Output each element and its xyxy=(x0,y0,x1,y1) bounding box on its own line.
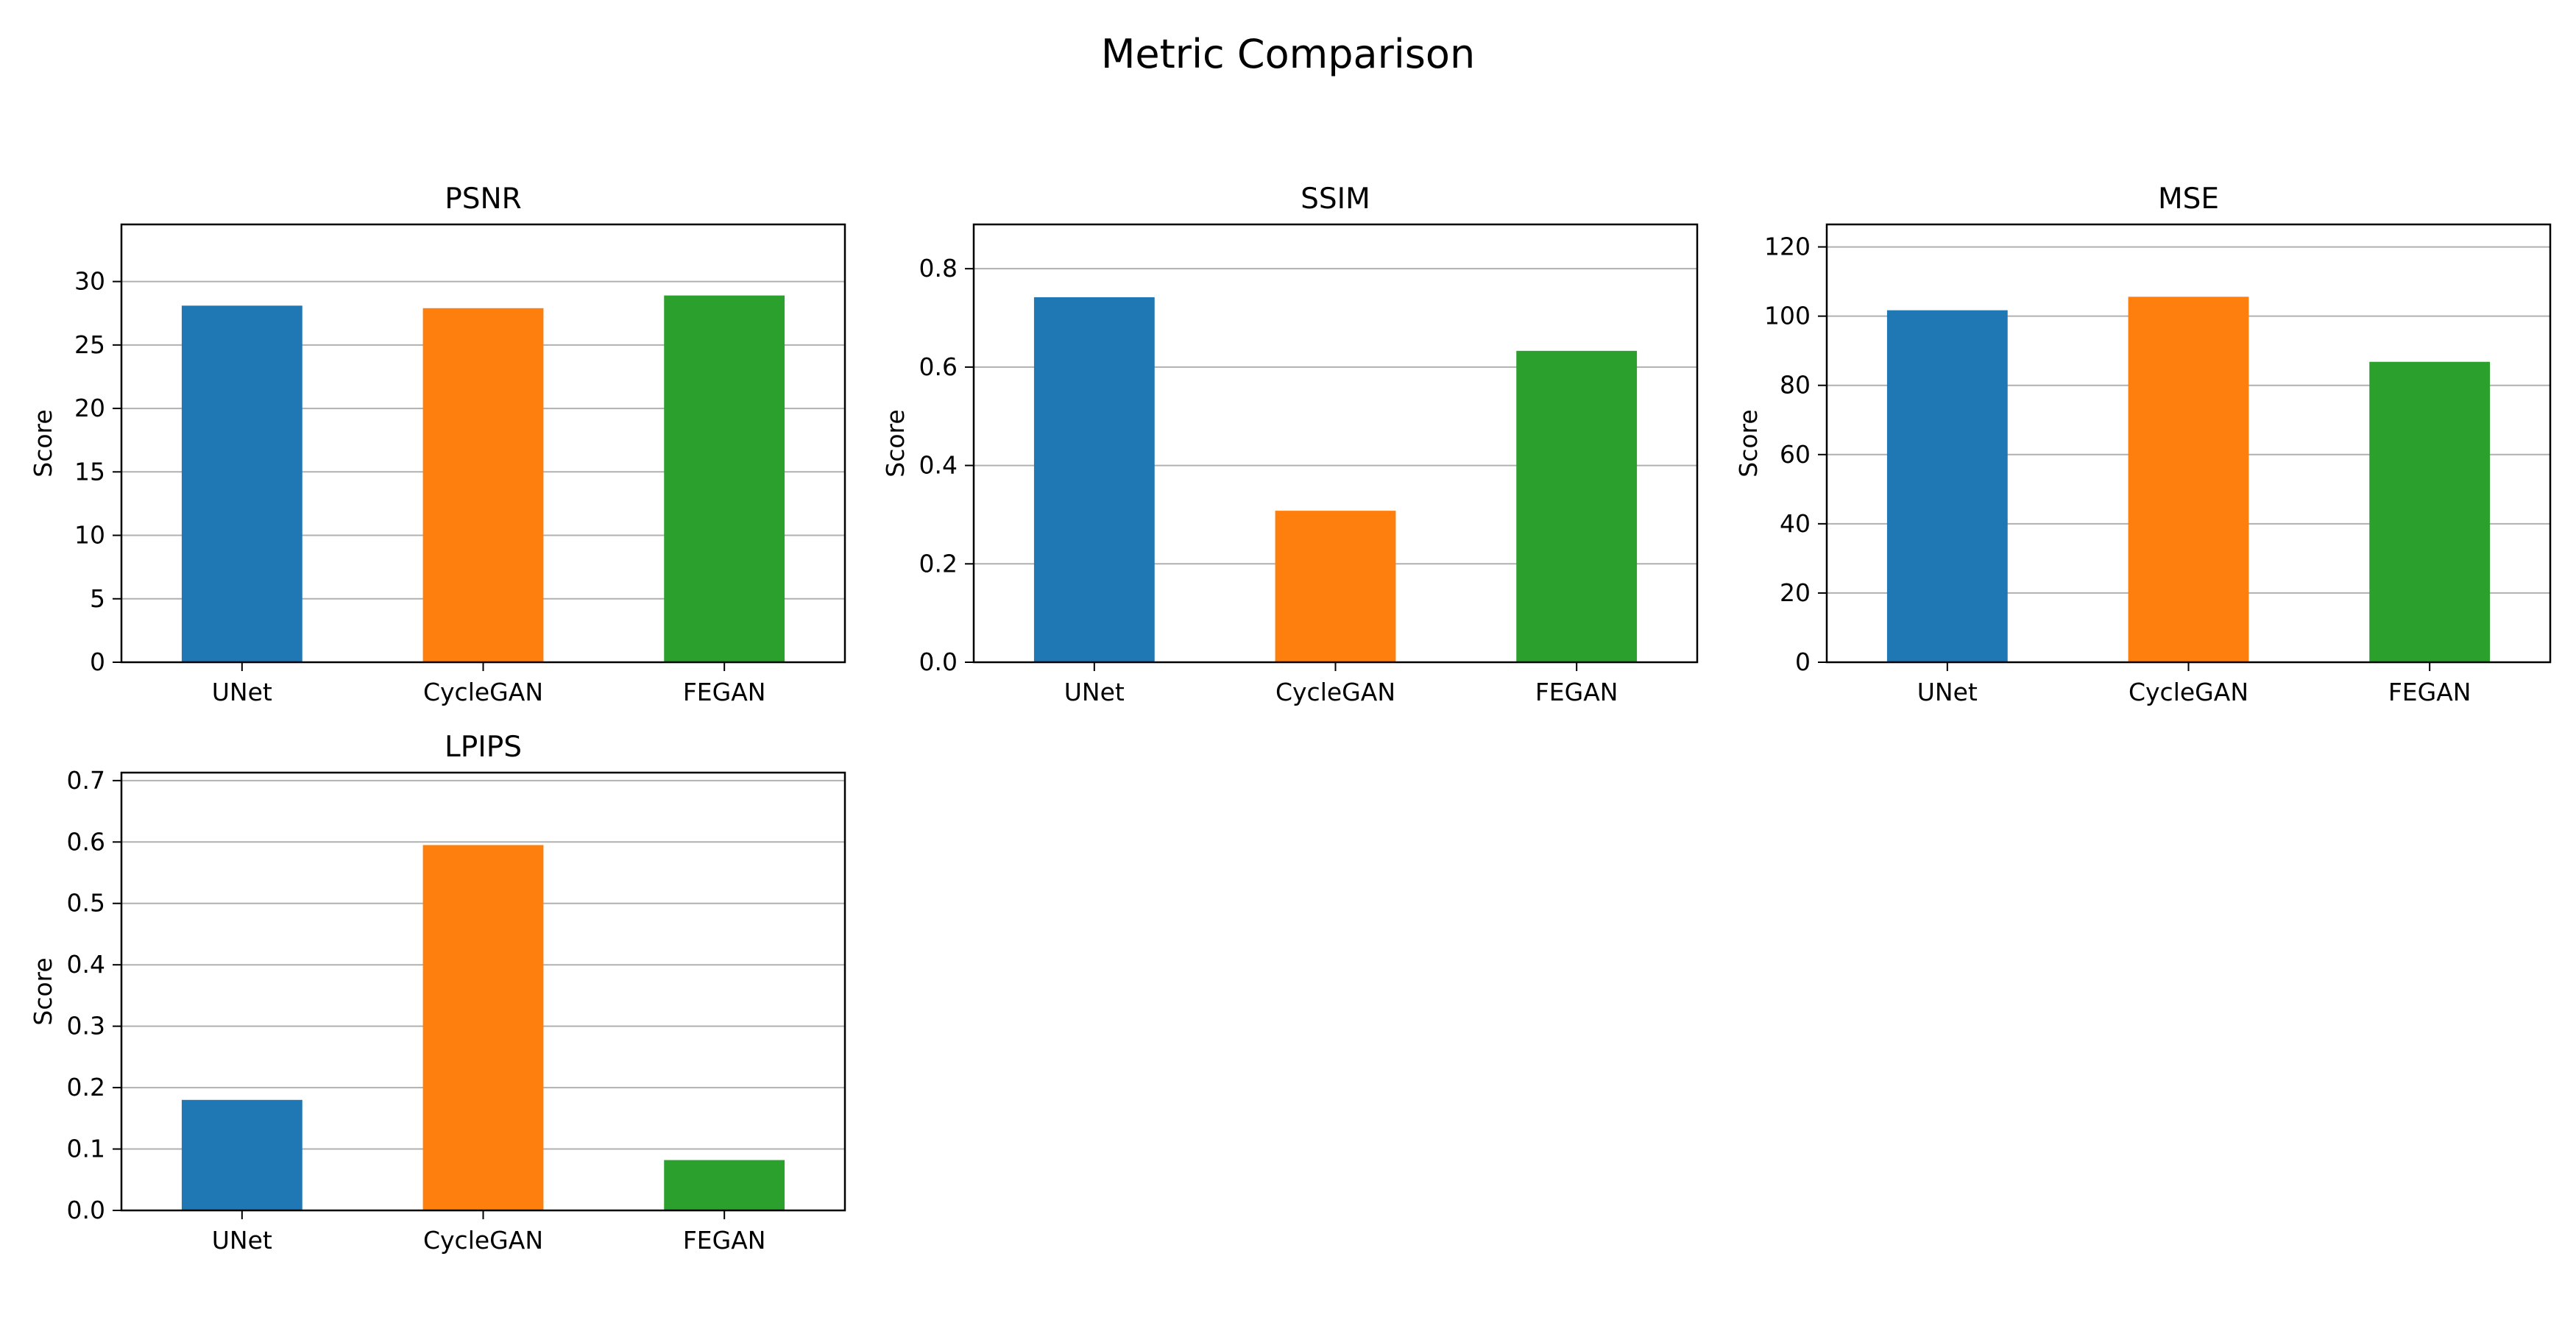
y-tick-label: 15 xyxy=(74,457,105,486)
x-tick-label-unet: UNet xyxy=(212,678,272,706)
y-tick-label: 0.6 xyxy=(919,352,958,381)
y-tick-label: 0 xyxy=(90,648,105,676)
y-tick-label: 100 xyxy=(1764,302,1811,330)
bar-fegan xyxy=(664,295,785,662)
bar-unet xyxy=(1033,297,1155,662)
chart-title: LPIPS xyxy=(445,731,522,764)
bar-unet xyxy=(181,305,302,662)
y-tick-label: 25 xyxy=(74,330,105,359)
bar-unet xyxy=(1886,310,2008,662)
mse-chart: 0 20 40 60 80 100 120 UNet CycleGAN FEGAN MSE Score xyxy=(1734,182,2552,706)
y-tick-label: 0.8 xyxy=(919,254,958,283)
x-tick-label-cyclegan: CycleGAN xyxy=(2129,678,2248,706)
ssim-chart: 0.0 0.2 0.4 0.6 0.8 UNet CycleGAN FEGAN SSIM Scor… xyxy=(881,182,1699,706)
bar-fegan xyxy=(2369,361,2491,662)
x-tick-label-cyclegan: CycleGAN xyxy=(423,678,543,706)
chart-title: SSIM xyxy=(1301,182,1370,216)
y-tick-label: 0.2 xyxy=(919,549,958,578)
y-tick-label: 60 xyxy=(1780,440,1811,469)
x-tick-label-fegan: FEGAN xyxy=(2388,678,2471,706)
x-tick-label-fegan: FEGAN xyxy=(683,678,766,706)
y-tick-label: 20 xyxy=(1780,578,1811,607)
x-tick-label-fegan: FEGAN xyxy=(683,1226,766,1255)
y-tick-label: 20 xyxy=(74,394,105,422)
y-tick-label: 5 xyxy=(90,584,105,613)
chart-title: MSE xyxy=(2158,182,2219,216)
y-axis-label: Score xyxy=(881,409,910,477)
bar-cyclegan xyxy=(422,308,544,662)
y-axis-label: Score xyxy=(29,409,57,477)
y-tick-label: 0.5 xyxy=(67,889,105,918)
y-tick-label: 0.6 xyxy=(67,827,105,856)
y-tick-label: 0.0 xyxy=(67,1196,105,1224)
lpips-chart: 0.0 0.1 0.2 0.3 0.4 0.5 0.6 0.7 UNet CycleGAN FEGA… xyxy=(29,731,846,1255)
x-tick-label-unet: UNet xyxy=(1064,678,1125,706)
y-tick-label: 0 xyxy=(1795,648,1811,676)
bar-fegan xyxy=(664,1160,785,1210)
bar-fegan xyxy=(1516,350,1638,662)
bar-unet xyxy=(181,1099,302,1210)
bar-cyclegan xyxy=(2128,297,2249,662)
bar-cyclegan xyxy=(1275,511,1396,662)
y-tick-label: 0.3 xyxy=(67,1012,105,1040)
x-tick-label-unet: UNet xyxy=(212,1226,272,1255)
y-tick-label: 120 xyxy=(1764,233,1811,261)
x-tick-label-cyclegan: CycleGAN xyxy=(1275,678,1395,706)
y-axis-label: Score xyxy=(1734,409,1763,477)
y-tick-label: 0.0 xyxy=(919,648,958,676)
x-tick-label-unet: UNet xyxy=(1917,678,1978,706)
figure-title: Metric Comparison xyxy=(1100,31,1476,77)
y-tick-label: 0.4 xyxy=(919,451,958,480)
y-tick-label: 30 xyxy=(74,267,105,296)
bar-cyclegan xyxy=(422,845,544,1210)
y-tick-label: 0.2 xyxy=(67,1073,105,1102)
y-tick-label: 0.4 xyxy=(67,950,105,979)
y-tick-label: 10 xyxy=(74,521,105,550)
y-axis-label: Score xyxy=(29,957,57,1025)
x-tick-label-cyclegan: CycleGAN xyxy=(423,1226,543,1255)
y-tick-label: 40 xyxy=(1780,509,1811,538)
y-tick-label: 80 xyxy=(1780,371,1811,400)
y-tick-label: 0.1 xyxy=(67,1135,105,1163)
psnr-chart: 0 5 10 15 20 25 30 UNet CycleGAN FEGAN PSNR Score xyxy=(29,182,846,706)
chart-title: PSNR xyxy=(445,182,522,216)
x-tick-label-fegan: FEGAN xyxy=(1535,678,1618,706)
y-tick-label: 0.7 xyxy=(67,766,105,795)
